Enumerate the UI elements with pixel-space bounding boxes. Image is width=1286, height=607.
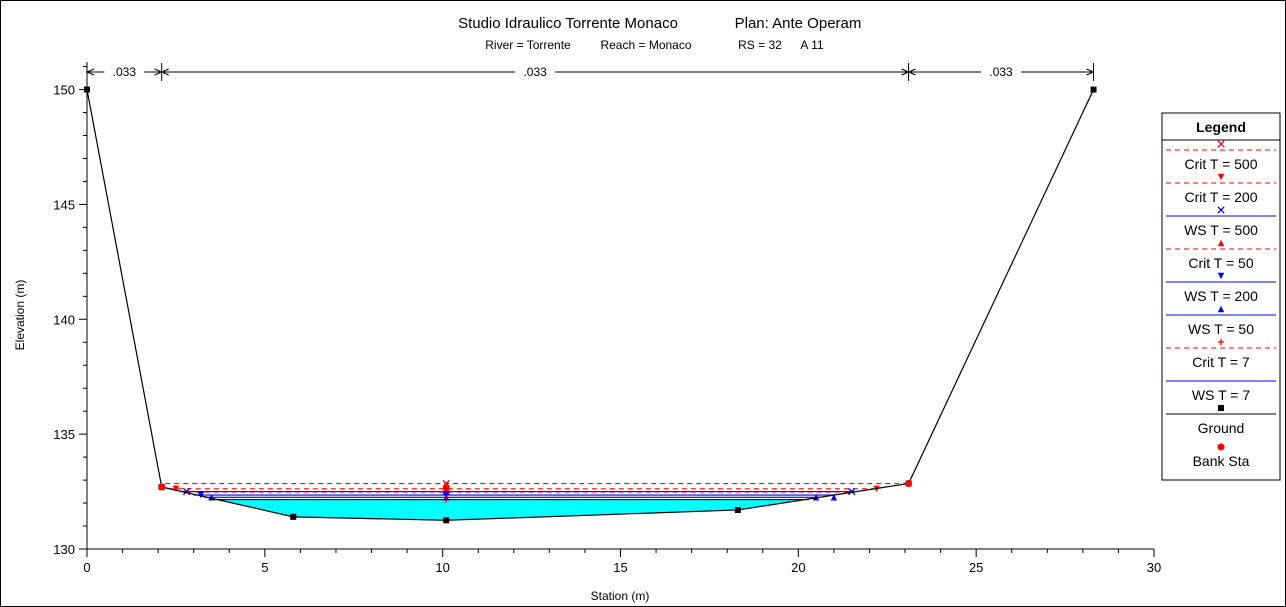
chart-title: Studio Idraulico Torrente Monaco	[458, 15, 678, 32]
y-tick-label: 145	[53, 197, 75, 212]
series-marker	[197, 491, 205, 499]
legend-label: WS T = 500	[1184, 222, 1258, 238]
subtitle-reach: Reach = Monaco	[600, 38, 691, 52]
legend-marker	[1217, 239, 1225, 247]
x-tick-label: 0	[83, 560, 90, 575]
bank-station-point	[905, 480, 913, 488]
legend-label: Bank Sta	[1193, 453, 1250, 469]
ground-point	[290, 513, 297, 520]
y-axis-label: Elevation (m)	[13, 280, 27, 351]
bank-station-point	[442, 484, 450, 492]
legend-title: Legend	[1196, 119, 1246, 135]
legend-label: Ground	[1198, 420, 1245, 436]
x-tick-label: 30	[1147, 560, 1161, 575]
legend-marker	[1217, 272, 1225, 280]
subtitle-section: A 11	[800, 38, 823, 52]
water-area	[217, 499, 805, 521]
legend-marker	[1218, 405, 1224, 411]
ground-point	[734, 506, 741, 513]
y-tick-label: 150	[53, 83, 75, 98]
y-tick-label: 140	[53, 312, 75, 327]
legend-label: WS T = 7	[1192, 387, 1250, 403]
x-tick-label: 5	[261, 560, 268, 575]
x-tick-label: 10	[435, 560, 449, 575]
legend-label: Crit T = 7	[1192, 354, 1250, 370]
x-tick-label: 25	[969, 560, 983, 575]
ground-point	[1090, 86, 1097, 93]
ground-point	[443, 517, 450, 524]
legend-marker	[1217, 338, 1225, 346]
manning-value: .033	[113, 65, 137, 79]
legend-label: WS T = 200	[1184, 288, 1258, 304]
y-tick-label: 135	[53, 427, 75, 442]
legend-label: Crit T = 50	[1188, 255, 1253, 271]
x-axis-label: Station (m)	[591, 589, 650, 603]
ground-point	[84, 86, 90, 93]
manning-value: .033	[523, 65, 547, 79]
series-marker	[830, 494, 838, 501]
series-marker	[172, 485, 180, 493]
manning-value: .033	[989, 65, 1013, 79]
legend-label: Crit T = 200	[1184, 189, 1257, 205]
legend-marker	[1217, 443, 1225, 451]
x-tick-label: 15	[613, 560, 627, 575]
legend-label: Crit T = 500	[1184, 156, 1257, 172]
chart-plan: Plan: Ante Operam	[735, 15, 862, 32]
subtitle-river: River = Torrente	[485, 38, 571, 52]
legend-marker	[1217, 173, 1225, 181]
ground-line	[86, 89, 1095, 521]
legend-marker	[1217, 305, 1225, 313]
legend-marker	[1217, 206, 1225, 214]
y-tick-label: 130	[53, 542, 75, 557]
subtitle-rs: RS = 32	[738, 38, 782, 52]
legend-marker	[1217, 140, 1225, 148]
series-marker	[848, 487, 856, 496]
bank-station-point	[158, 483, 166, 491]
x-tick-label: 20	[791, 560, 805, 575]
legend-label: WS T = 50	[1188, 321, 1254, 337]
